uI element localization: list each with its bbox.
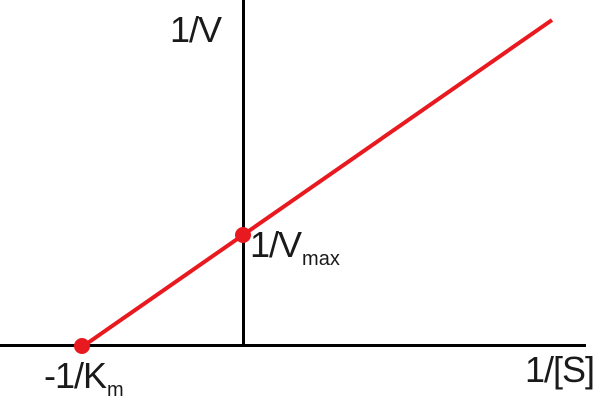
x-intercept-label: -1/Km xyxy=(44,355,124,401)
x-intercept-point xyxy=(74,338,90,354)
x-intercept-label-main: -1/K xyxy=(44,355,107,396)
y-intercept-label-subscript: max xyxy=(302,248,340,270)
y-intercept-label-main: 1/V xyxy=(250,224,302,265)
y-axis-label: 1/V xyxy=(170,9,222,50)
y-intercept-label: 1/Vmax xyxy=(250,224,340,270)
y-intercept-point xyxy=(235,227,251,243)
x-intercept-label-subscript: m xyxy=(107,379,124,401)
regression-line xyxy=(80,18,554,349)
x-axis-label: 1/[S] xyxy=(524,349,595,390)
